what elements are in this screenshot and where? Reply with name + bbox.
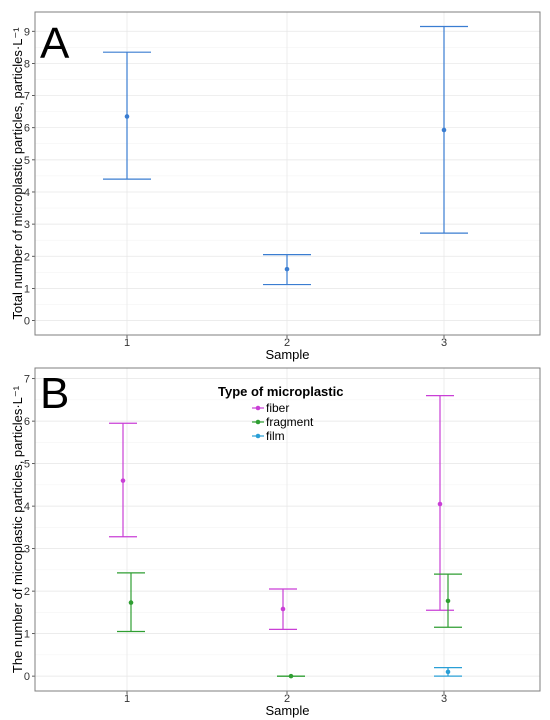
y-axis-title: Total number of microplastic particles, … bbox=[10, 27, 25, 320]
legend-label: fiber bbox=[266, 401, 289, 415]
mean-point bbox=[284, 266, 290, 272]
x-tick-label: 2 bbox=[284, 693, 290, 705]
mean-point bbox=[120, 478, 126, 483]
mean-point bbox=[445, 669, 451, 675]
mean-point bbox=[437, 501, 443, 507]
panel-border bbox=[34, 367, 541, 692]
legend-title: Type of microplastic bbox=[218, 384, 343, 399]
plot-background bbox=[35, 12, 540, 335]
errorbar-fragment-sample-2 bbox=[277, 673, 305, 679]
plot-background bbox=[35, 368, 540, 691]
y-tick-label: 8 bbox=[24, 58, 30, 70]
mean-point bbox=[280, 606, 286, 612]
panel-a: 0 1 2 3 4 5 6 7 8 9 1 2 3 Sample Total number of micro… bbox=[10, 11, 541, 362]
y-tick-label: 6 bbox=[24, 123, 30, 135]
y-tick-label: 7 bbox=[24, 374, 30, 386]
panel-border bbox=[34, 11, 541, 336]
panel-b: 0 1 2 3 4 5 6 7 1 2 3 Sample The number of microplas… bbox=[10, 367, 541, 718]
y-tick-label: 1 bbox=[24, 629, 30, 641]
legend-label: film bbox=[266, 429, 285, 443]
panel-letter: A bbox=[40, 19, 70, 68]
legend-item-fragment: fragment bbox=[252, 415, 314, 429]
y-tick-label: 4 bbox=[24, 501, 30, 513]
x-axis-title: Sample bbox=[265, 703, 309, 718]
mean-point bbox=[288, 673, 294, 679]
y-tick-label: 1 bbox=[24, 283, 30, 295]
legend-item-film: film bbox=[252, 429, 285, 443]
y-tick-label: 3 bbox=[24, 219, 30, 231]
panel-letter: B bbox=[40, 369, 69, 418]
y-tick-label: 2 bbox=[24, 586, 30, 598]
y-tick-label: 2 bbox=[24, 251, 30, 263]
errorbar-fiber-sample-1 bbox=[109, 422, 137, 538]
legend-key-point bbox=[255, 419, 261, 425]
x-tick-label: 2 bbox=[284, 337, 290, 349]
legend-label: fragment bbox=[266, 415, 314, 429]
y-tick-label: 4 bbox=[24, 187, 30, 199]
y-tick-label: 7 bbox=[24, 91, 30, 103]
y-tick-label: 0 bbox=[24, 671, 30, 683]
y-axis-title: The number of microplastic particles, pa… bbox=[10, 385, 25, 673]
errorbar-total-sample-3 bbox=[420, 25, 468, 234]
legend-key-point bbox=[255, 405, 261, 411]
mean-point bbox=[441, 127, 447, 133]
errorbar-total-sample-2 bbox=[263, 254, 311, 286]
y-tick-label: 0 bbox=[24, 316, 30, 328]
errorbar-total-sample-1 bbox=[103, 51, 151, 180]
y-tick-label: 3 bbox=[24, 544, 30, 556]
legend-key-point bbox=[255, 433, 261, 439]
x-tick-label: 3 bbox=[441, 693, 447, 705]
y-tick-label: 5 bbox=[24, 155, 30, 167]
y-tick-label: 5 bbox=[24, 459, 30, 471]
errorbar-fragment-sample-1 bbox=[117, 572, 145, 633]
mean-point bbox=[445, 598, 451, 604]
x-axis-title: Sample bbox=[265, 347, 309, 362]
x-tick-label: 1 bbox=[124, 337, 130, 349]
errorbar-fragment-sample-3 bbox=[434, 573, 462, 628]
x-tick-label: 1 bbox=[124, 693, 130, 705]
errorbar-film-sample-3 bbox=[434, 667, 462, 677]
mean-point bbox=[124, 114, 130, 119]
y-tick-label: 6 bbox=[24, 416, 30, 428]
y-tick-label: 9 bbox=[24, 26, 30, 38]
mean-point bbox=[128, 600, 134, 605]
x-tick-label: 3 bbox=[441, 337, 447, 349]
legend-item-fiber: fiber bbox=[252, 401, 289, 415]
errorbar-fiber-sample-2 bbox=[269, 588, 297, 630]
